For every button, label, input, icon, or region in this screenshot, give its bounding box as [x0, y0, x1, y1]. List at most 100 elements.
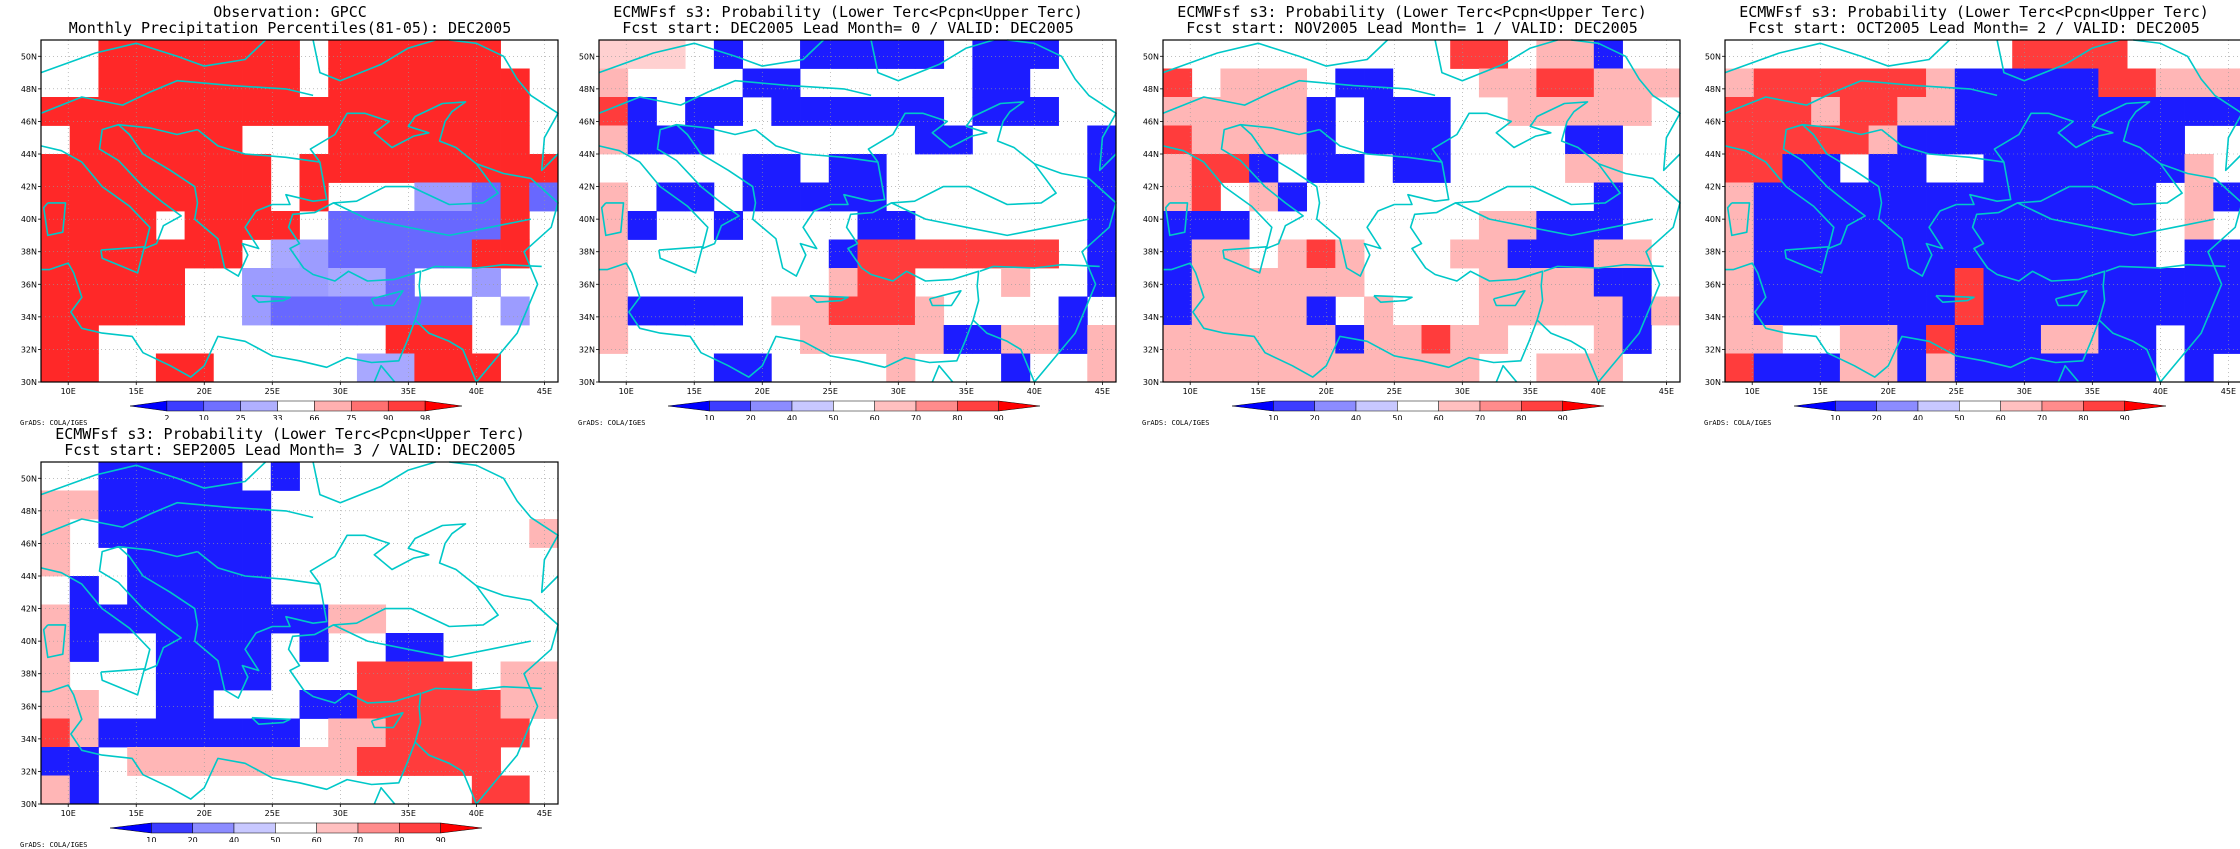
grid-cell [1565, 40, 1595, 69]
grads-credit: GrADS: COLA/IGES [20, 419, 88, 427]
grid-cell [184, 519, 214, 548]
colorbar-swatch [1438, 400, 1481, 412]
grid-cell [771, 97, 801, 126]
grid-cell [1306, 154, 1336, 183]
grid-cell [2012, 239, 2042, 269]
lon-tick-label: 25E [823, 387, 838, 396]
colorbar-swatch [1917, 400, 1960, 412]
grid-cell [471, 747, 501, 776]
colorbar-label: 70 [2037, 414, 2047, 420]
grid-cell [356, 296, 387, 326]
grid-cell [886, 239, 916, 269]
grid-cell [1220, 325, 1250, 354]
grid-cell [627, 211, 657, 240]
colorbar-label: 33 [272, 414, 282, 420]
colorbar-label: 40 [1351, 414, 1361, 420]
grid-cell [155, 690, 186, 719]
grid-cell [2012, 296, 2042, 326]
colorbar-label: 90 [994, 414, 1004, 420]
grid-cell [2213, 296, 2240, 326]
grid-cell [41, 268, 71, 297]
colorbar-swatch [957, 400, 999, 412]
grid-cell [270, 268, 300, 297]
grid-cell [1220, 125, 1250, 155]
grid-cell [213, 211, 243, 240]
colorbar-swatch [791, 400, 834, 412]
grid-cell [41, 353, 71, 383]
grid-cell [2127, 182, 2157, 212]
grid-cell [270, 462, 300, 491]
lat-tick-label: 46N [1143, 117, 1159, 126]
grid-cell [385, 325, 415, 354]
grid-cell [656, 125, 686, 155]
grid-cell [914, 325, 945, 354]
grid-cell [328, 211, 358, 240]
grid-cell [1651, 68, 1681, 98]
grid-cell [69, 296, 99, 326]
grid-cell [213, 239, 243, 269]
map-panel-lead1: ECMWFsf s3: Probability (Lower Terc<Pcpn… [1142, 0, 1682, 427]
grid-cell [1811, 97, 1841, 126]
grid-cell [1450, 239, 1480, 269]
grid-cell [2012, 211, 2042, 240]
grid-cell [828, 268, 858, 297]
lat-tick-label: 40N [21, 215, 37, 224]
grid-cell [500, 68, 530, 98]
grid-cell [270, 40, 300, 69]
grid-cell [1191, 239, 1221, 269]
grid-cell [2012, 325, 2042, 354]
grid-cell [1725, 68, 1755, 98]
colorbar: 2 10 25 33 66 75 90 98 [129, 400, 463, 420]
colorbar-swatch [1479, 400, 1522, 412]
grid-cell [1087, 211, 1117, 240]
grid-cell [127, 576, 157, 605]
grid-cell [1565, 268, 1595, 297]
grid-cell [69, 747, 99, 776]
grid-cell [184, 690, 214, 719]
grid-cell [98, 211, 128, 240]
grid-cell [184, 633, 214, 662]
grid-cell [242, 68, 272, 98]
grid-cell [972, 68, 1002, 98]
grid-cell [1001, 268, 1031, 297]
grid-cell [443, 182, 473, 212]
grid-cell [1897, 125, 1927, 155]
grid-cell [328, 747, 358, 776]
grid-cell [1163, 353, 1193, 383]
grid-cell [184, 604, 214, 634]
grid-cell [385, 268, 415, 297]
grid-cell [328, 690, 358, 719]
grid-cell [69, 690, 99, 719]
grid-cell [1926, 268, 1956, 297]
colorbar-label: 60 [1996, 414, 2006, 420]
lon-tick-label: 25E [1387, 387, 1402, 396]
lon-tick-label: 35E [959, 387, 974, 396]
grid-cell [1536, 97, 1566, 126]
grid-cell [127, 211, 157, 240]
grid-cell [1249, 154, 1279, 183]
grid-cell [385, 690, 415, 719]
grid-cell [2098, 97, 2128, 126]
lat-tick-label: 40N [1143, 215, 1159, 224]
lat-tick-label: 46N [21, 117, 37, 126]
grid-cell [2040, 182, 2071, 212]
panel-title: ECMWFsf s3: Probability (Lower Terc<Pcpn… [20, 426, 560, 458]
grid-cell [972, 325, 1002, 354]
grid-cell [1421, 125, 1451, 155]
grid-cell [742, 154, 772, 183]
colorbar-label: 10 [1268, 414, 1278, 420]
lat-tick-label: 38N [21, 248, 37, 257]
grads-credit: GrADS: COLA/IGES [20, 841, 88, 849]
grid-cell [1220, 296, 1250, 326]
grid-cell [1392, 97, 1422, 126]
grid-cell [2069, 125, 2099, 155]
lat-tick-label: 36N [579, 280, 595, 289]
grid-cell [356, 125, 387, 155]
grid-cell [713, 353, 744, 383]
colorbar-swatch [1314, 400, 1357, 412]
grid-cell [1335, 268, 1365, 297]
grid-cell [857, 268, 887, 297]
grid-cell [2098, 353, 2128, 383]
grid-cell [213, 125, 243, 155]
grid-cell [1897, 296, 1927, 326]
